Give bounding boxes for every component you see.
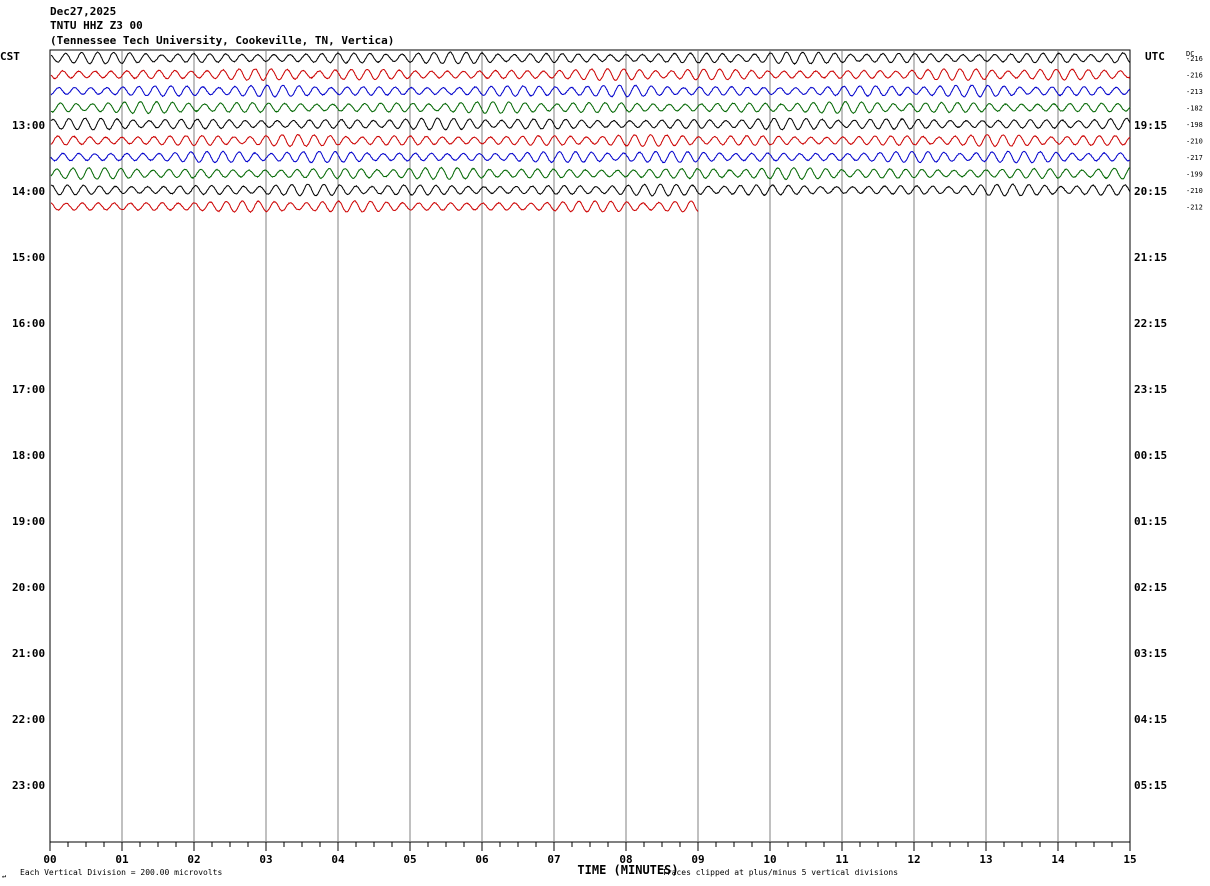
x-tick-label: 11 bbox=[835, 853, 849, 866]
dc-offset-label: -217 bbox=[1186, 154, 1203, 162]
seismic-trace bbox=[50, 117, 1131, 131]
seismic-trace bbox=[50, 51, 1131, 65]
x-tick-label: 13 bbox=[979, 853, 992, 866]
right-hour-label: 04:15 bbox=[1134, 713, 1167, 726]
left-hour-label: 15:00 bbox=[12, 251, 45, 264]
x-tick-label: 06 bbox=[475, 853, 489, 866]
seismic-trace bbox=[50, 150, 1130, 164]
dc-offset-label: -199 bbox=[1186, 171, 1203, 179]
right-hour-label: 02:15 bbox=[1134, 581, 1167, 594]
station-code: TNTU HHZ Z3 00 bbox=[50, 19, 143, 32]
seismic-trace bbox=[50, 68, 1130, 82]
station-location: (Tennessee Tech University, Cookeville, … bbox=[50, 34, 395, 47]
chart-date: Dec27,2025 bbox=[50, 5, 117, 18]
left-hour-label: 20:00 bbox=[12, 581, 45, 594]
x-tick-label: 10 bbox=[763, 853, 776, 866]
x-tick-label: 12 bbox=[907, 853, 920, 866]
right-hour-label: 19:15 bbox=[1134, 119, 1167, 132]
seismic-trace bbox=[50, 200, 699, 214]
x-tick-label: 07 bbox=[547, 853, 560, 866]
left-hour-label: 14:00 bbox=[12, 185, 45, 198]
right-hour-label: 00:15 bbox=[1134, 449, 1167, 462]
seismic-trace bbox=[50, 183, 1131, 197]
corner-mark: ↵ bbox=[2, 872, 6, 880]
left-hour-label: 18:00 bbox=[12, 449, 45, 462]
right-hour-label: 01:15 bbox=[1134, 515, 1167, 528]
dc-offset-label: -213 bbox=[1186, 88, 1203, 96]
x-tick-label: 00 bbox=[43, 853, 56, 866]
dc-offset-label: -216 bbox=[1186, 55, 1203, 63]
footer-scale-note: Each Vertical Division = 200.00 microvol… bbox=[20, 868, 222, 877]
x-tick-label: 03 bbox=[259, 853, 272, 866]
seismic-trace bbox=[50, 133, 1131, 148]
plot-frame bbox=[49, 49, 1131, 843]
dc-offset-label: -216 bbox=[1186, 72, 1203, 80]
dc-offset-label: -198 bbox=[1186, 121, 1203, 129]
left-hour-label: 13:00 bbox=[12, 119, 45, 132]
x-axis-label: TIME (MINUTES) bbox=[577, 863, 678, 877]
right-hour-label: 23:15 bbox=[1134, 383, 1167, 396]
dc-offset-label: -210 bbox=[1186, 138, 1203, 146]
right-axis-label: UTC bbox=[1145, 50, 1165, 63]
footer-clip-note: Traces clipped at plus/minus 5 vertical … bbox=[662, 868, 898, 877]
x-tick-label: 14 bbox=[1051, 853, 1065, 866]
x-tick-label: 04 bbox=[331, 853, 345, 866]
right-hour-label: 21:15 bbox=[1134, 251, 1167, 264]
left-axis-label: CST bbox=[0, 50, 20, 63]
dc-offset-label: -212 bbox=[1186, 204, 1203, 212]
right-hour-label: 03:15 bbox=[1134, 647, 1167, 660]
left-hour-label: 17:00 bbox=[12, 383, 45, 396]
left-hour-label: 21:00 bbox=[12, 647, 45, 660]
x-tick-label: 09 bbox=[691, 853, 704, 866]
seismic-trace bbox=[50, 166, 1131, 181]
left-hour-label: 22:00 bbox=[12, 713, 45, 726]
seismic-trace bbox=[50, 100, 1131, 115]
right-hour-label: 20:15 bbox=[1134, 185, 1167, 198]
x-tick-label: 01 bbox=[115, 853, 129, 866]
seismic-trace bbox=[50, 84, 1130, 98]
dc-offset-label: -182 bbox=[1186, 105, 1203, 113]
x-tick-label: 15 bbox=[1123, 853, 1136, 866]
dc-offset-label: -210 bbox=[1186, 187, 1203, 195]
x-tick-label: 08 bbox=[619, 853, 632, 866]
dc-label: DC bbox=[1186, 50, 1194, 58]
x-tick-label: 02 bbox=[187, 853, 200, 866]
left-hour-label: 16:00 bbox=[12, 317, 45, 330]
right-hour-label: 22:15 bbox=[1134, 317, 1167, 330]
left-hour-label: 19:00 bbox=[12, 515, 45, 528]
x-tick-label: 05 bbox=[403, 853, 416, 866]
right-hour-label: 05:15 bbox=[1134, 779, 1167, 792]
left-hour-label: 23:00 bbox=[12, 779, 45, 792]
